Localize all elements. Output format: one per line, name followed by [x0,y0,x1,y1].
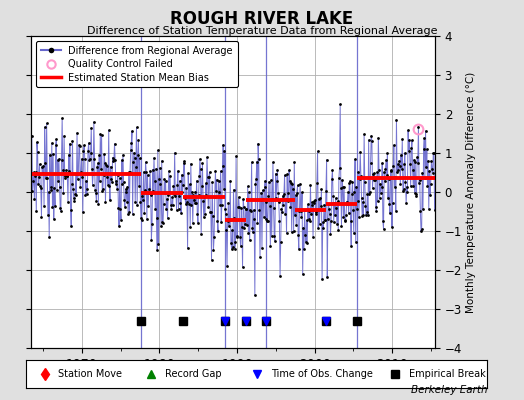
Text: Record Gap: Record Gap [165,369,221,379]
Text: Berkeley Earth: Berkeley Earth [411,385,487,395]
Text: Station Move: Station Move [59,369,123,379]
Legend: Difference from Regional Average, Quality Control Failed, Estimated Station Mean: Difference from Regional Average, Qualit… [36,41,238,87]
Text: Time of Obs. Change: Time of Obs. Change [270,369,373,379]
Text: Difference of Station Temperature Data from Regional Average: Difference of Station Temperature Data f… [87,26,437,36]
Text: ROUGH RIVER LAKE: ROUGH RIVER LAKE [170,10,354,28]
Y-axis label: Monthly Temperature Anomaly Difference (°C): Monthly Temperature Anomaly Difference (… [466,71,476,313]
Text: Empirical Break: Empirical Break [409,369,486,379]
